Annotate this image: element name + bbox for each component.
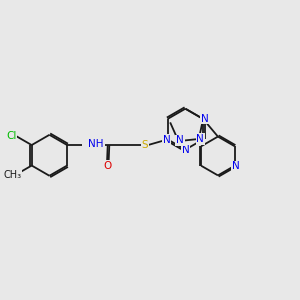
Text: N: N — [201, 114, 208, 124]
Text: O: O — [103, 160, 111, 170]
Text: N: N — [182, 145, 190, 155]
Text: N: N — [232, 161, 240, 171]
Text: CH₃: CH₃ — [3, 170, 21, 180]
Text: N: N — [163, 135, 170, 145]
Text: S: S — [142, 140, 148, 150]
Text: Cl: Cl — [6, 131, 17, 141]
Text: NH: NH — [88, 140, 104, 149]
Text: N: N — [176, 135, 184, 146]
Text: N: N — [196, 134, 204, 144]
